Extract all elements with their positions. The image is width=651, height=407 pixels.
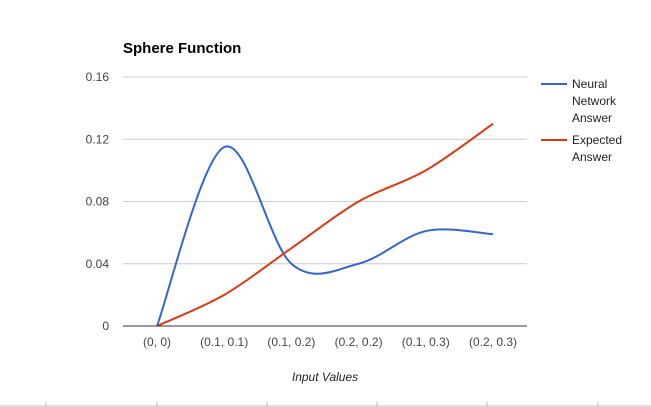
y-axis-ticks: 0 0.04 0.08 0.12 0.16 bbox=[86, 70, 110, 333]
x-axis-ticks: (0, 0) (0.1, 0.1) (0.1, 0.2) (0.2, 0.2) (0.1… bbox=[143, 335, 517, 349]
x-tick-label: (0, 0) bbox=[143, 335, 171, 349]
series-expected-answer bbox=[156, 122, 494, 327]
y-tick-label: 0.16 bbox=[86, 70, 110, 84]
x-axis-title: Input Values bbox=[292, 370, 358, 384]
series-neural-network-answer bbox=[156, 145, 494, 327]
legend-label: Expected bbox=[572, 133, 622, 147]
legend-item: Expected Answer bbox=[541, 133, 622, 164]
y-tick-label: 0.12 bbox=[86, 132, 110, 146]
x-tick-label: (0.1, 0.3) bbox=[402, 335, 450, 349]
footer-rule bbox=[0, 402, 651, 407]
series-line bbox=[156, 145, 494, 327]
y-tick-label: 0.04 bbox=[86, 257, 110, 271]
y-tick-label: 0 bbox=[102, 319, 109, 333]
series-lines bbox=[156, 122, 494, 327]
legend-label: Answer bbox=[572, 111, 612, 125]
x-tick-label: (0.2, 0.3) bbox=[469, 335, 517, 349]
chart-title: Sphere Function bbox=[123, 40, 241, 57]
series-line bbox=[156, 122, 494, 327]
y-tick-label: 0.08 bbox=[86, 195, 110, 209]
legend-label: Answer bbox=[572, 150, 612, 164]
x-tick-label: (0.1, 0.1) bbox=[200, 335, 248, 349]
legend: Neural Network Answer Expected Answer bbox=[541, 77, 622, 164]
x-tick-label: (0.2, 0.2) bbox=[335, 335, 383, 349]
legend-label: Neural bbox=[572, 77, 607, 91]
legend-item: Neural Network Answer bbox=[541, 77, 617, 125]
legend-label: Network bbox=[572, 94, 617, 108]
x-tick-label: (0.1, 0.2) bbox=[267, 335, 315, 349]
gridlines bbox=[123, 76, 527, 265]
